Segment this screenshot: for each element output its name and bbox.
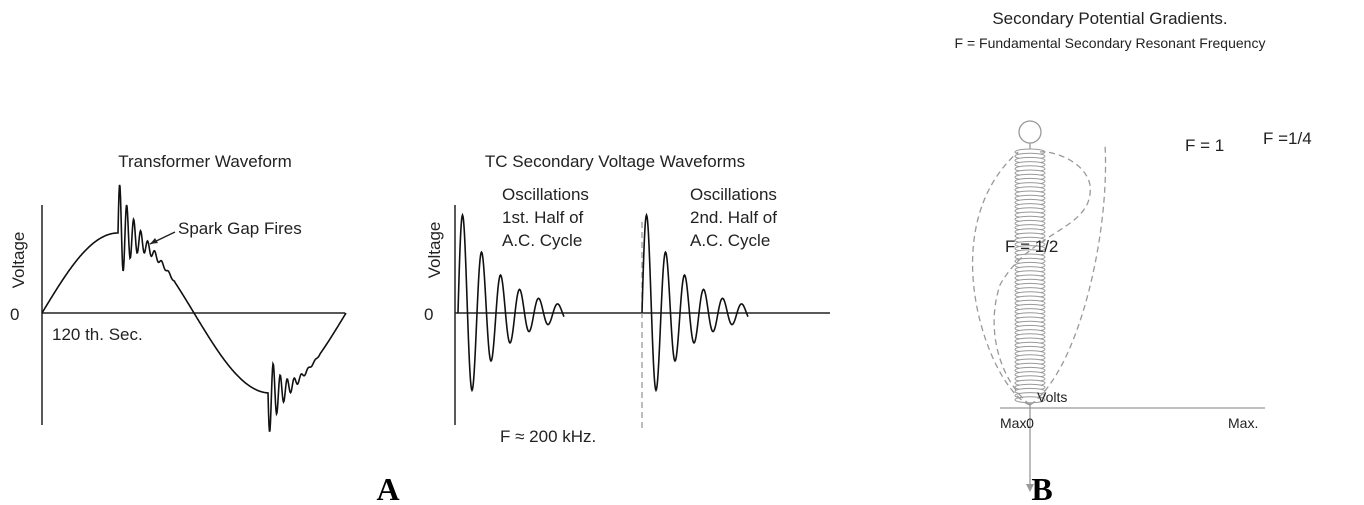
panel-label: B [1031,471,1052,505]
coil [1015,149,1045,403]
title: Transformer Waveform [118,152,292,171]
y-label: Voltage [9,232,28,289]
axis-label: 0 [1026,415,1034,431]
panel-label: A [376,471,399,505]
curve-label: F = 1/2 [1005,237,1058,256]
y-label: Voltage [425,222,444,279]
axis-label: Volts [1037,389,1067,405]
top-load [1019,121,1041,143]
text: 1st. Half of [502,208,584,227]
text: 2nd. Half of [690,208,777,227]
x-label: 120 th. Sec. [52,325,143,344]
subtitle: F = Fundamental Secondary Resonant Frequ… [955,35,1266,51]
text: A.C. Cycle [690,231,770,250]
annotation: Spark Gap Fires [178,219,302,238]
text: A.C. Cycle [502,231,582,250]
text: Oscillations [502,185,589,204]
text: Oscillations [690,185,777,204]
zero-label: 0 [10,305,19,324]
frequency: F ≈ 200 kHz. [500,427,596,446]
title: TC Secondary Voltage Waveforms [485,152,745,171]
zero-label: 0 [424,305,433,324]
curve-label: F =1/4 [1263,129,1312,148]
title: Secondary Potential Gradients. [992,9,1227,28]
curve-label: F = 1 [1185,136,1224,155]
axis-label: Max. [1228,415,1258,431]
diagram: Transformer Waveform Voltage 0 Spark Gap… [0,0,1364,505]
